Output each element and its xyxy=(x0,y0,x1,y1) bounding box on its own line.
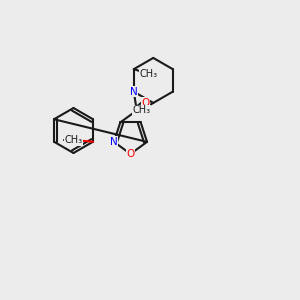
Text: O: O xyxy=(142,98,150,108)
Text: O: O xyxy=(72,135,81,145)
Text: N: N xyxy=(130,87,138,97)
Text: O: O xyxy=(126,149,135,159)
Text: N: N xyxy=(110,137,118,147)
Text: CH₃: CH₃ xyxy=(64,135,82,145)
Text: CH₃: CH₃ xyxy=(139,69,157,79)
Text: CH₃: CH₃ xyxy=(132,105,150,116)
